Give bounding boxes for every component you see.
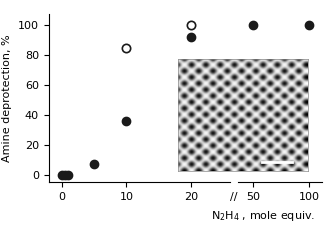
Y-axis label: Amine deprotection, %: Amine deprotection, % bbox=[2, 34, 12, 162]
Text: N$_2$H$_4$ , mole equiv.: N$_2$H$_4$ , mole equiv. bbox=[211, 209, 315, 223]
Text: //: // bbox=[230, 192, 238, 202]
